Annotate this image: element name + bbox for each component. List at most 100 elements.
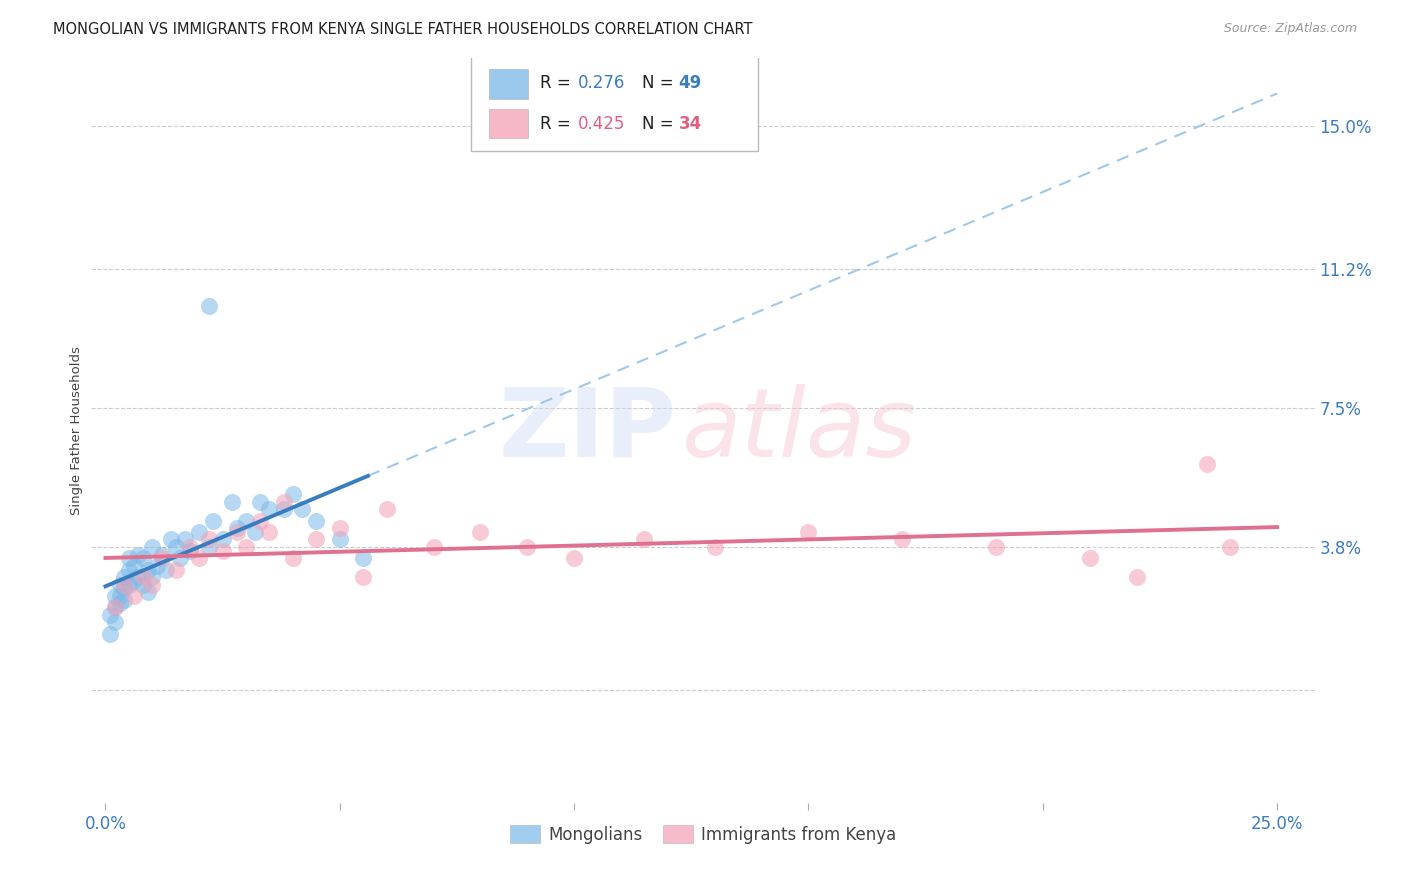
Point [1195,457,1218,471]
Point [422,540,444,554]
Point [984,540,1007,554]
Point [1219,540,1241,554]
Point [281,551,304,566]
Point [104,600,127,615]
Point [211,533,233,547]
Point [891,533,914,547]
Text: ZIP: ZIP [498,384,676,477]
Point [211,543,233,558]
Point [1078,551,1101,566]
Legend: Mongolians, Immigrants from Kenya: Mongolians, Immigrants from Kenya [503,818,903,850]
Point [305,514,328,528]
Point [245,524,267,539]
Point [118,577,141,591]
Point [136,563,159,577]
Point [179,540,201,554]
Point [352,551,374,566]
Point [375,502,398,516]
Text: atlas: atlas [681,384,915,477]
FancyBboxPatch shape [471,55,758,151]
Point [165,540,187,554]
Point [108,596,131,610]
Point [112,592,135,607]
Point [179,543,201,558]
Point [305,533,328,547]
Text: N =: N = [643,114,679,133]
Point [516,540,538,554]
Point [150,551,173,566]
Point [146,558,169,573]
Text: Source: ZipAtlas.com: Source: ZipAtlas.com [1223,22,1357,36]
Point [122,558,145,573]
Point [235,514,257,528]
Point [174,533,197,547]
Point [104,600,127,615]
Point [259,502,281,516]
Point [136,585,159,599]
Point [633,533,655,547]
Point [160,533,183,547]
Point [127,570,149,584]
Point [98,626,121,640]
Point [118,563,141,577]
Point [108,589,131,603]
Y-axis label: Single Father Households: Single Father Households [70,346,83,515]
Point [188,551,211,566]
Point [141,570,163,584]
Text: N =: N = [643,74,679,92]
Point [259,524,281,539]
Point [112,577,135,591]
Point [118,551,141,566]
Point [352,570,374,584]
Point [127,548,149,562]
Point [281,487,304,501]
Point [225,521,247,535]
Point [98,607,121,622]
Point [703,540,725,554]
FancyBboxPatch shape [489,109,529,138]
Point [150,548,173,562]
Point [197,540,219,554]
Point [132,551,155,566]
Point [470,524,492,539]
Point [108,577,131,591]
Point [249,514,271,528]
Text: MONGOLIAN VS IMMIGRANTS FROM KENYA SINGLE FATHER HOUSEHOLDS CORRELATION CHART: MONGOLIAN VS IMMIGRANTS FROM KENYA SINGL… [53,22,754,37]
Point [155,563,177,577]
Point [1125,570,1147,584]
Point [141,577,163,591]
Point [112,570,135,584]
Point [202,514,225,528]
Text: 0.276: 0.276 [578,74,626,92]
FancyBboxPatch shape [489,70,529,99]
Point [141,540,163,554]
Point [235,540,257,554]
Text: 49: 49 [679,74,702,92]
Point [273,502,295,516]
Point [169,551,191,566]
Point [291,502,314,516]
Point [132,577,155,591]
Point [104,589,127,603]
Point [132,570,155,584]
Point [249,495,271,509]
Point [225,524,247,539]
Point [329,533,352,547]
Point [562,551,585,566]
Point [329,521,352,535]
Point [197,299,219,313]
Text: R =: R = [540,74,576,92]
Point [104,615,127,630]
Point [165,563,187,577]
Point [112,582,135,596]
Text: 34: 34 [679,114,702,133]
Text: 0.425: 0.425 [578,114,626,133]
Point [122,574,145,588]
Point [188,524,211,539]
Point [221,495,243,509]
Text: R =: R = [540,114,576,133]
Point [797,524,820,539]
Point [122,589,145,603]
Point [273,495,295,509]
Point [197,533,219,547]
